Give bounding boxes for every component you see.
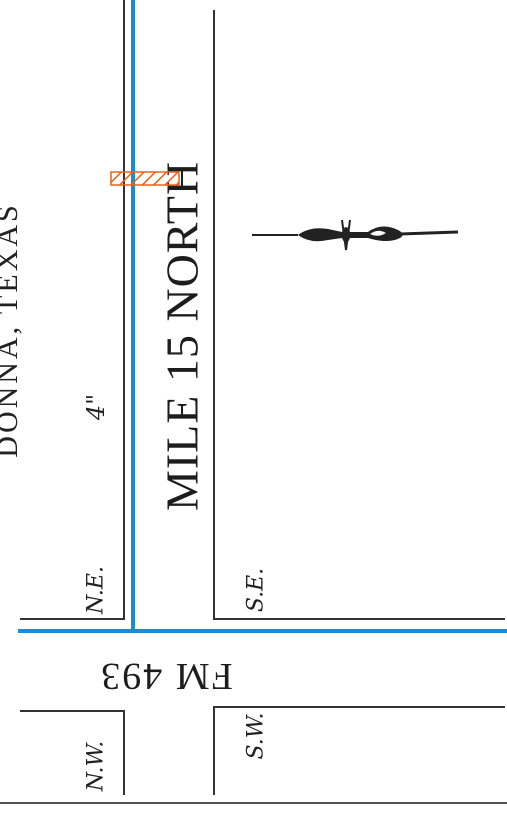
quadrant-ne-label: N.E. (83, 566, 109, 614)
quadrant-sw-label: S.W. (243, 712, 269, 760)
ne-block-bottom (20, 618, 125, 620)
se-block-bottom (213, 618, 505, 620)
quadrant-se-label: S.E. (243, 567, 269, 613)
nw-block-top (20, 710, 125, 712)
quadrant-nw-label: N.W. (83, 740, 109, 792)
se-block-edge (213, 10, 215, 620)
north-arrow-icon (252, 219, 459, 251)
nw-block-edge (123, 710, 125, 795)
site-marker (110, 171, 180, 186)
sw-block-top (213, 706, 505, 708)
dimension-label: 4" (82, 393, 110, 421)
sw-block-edge (213, 706, 215, 795)
bottom-border (0, 802, 507, 804)
mile-15-north-road (131, 0, 135, 632)
map-title: DONNA, TEXAS (0, 202, 24, 458)
fm-493-road (18, 629, 507, 633)
street-label-fm-493: FM 493 (99, 655, 233, 697)
street-label-mile-15-north: MILE 15 NORTH (156, 160, 208, 512)
ne-block-edge (123, 0, 125, 620)
